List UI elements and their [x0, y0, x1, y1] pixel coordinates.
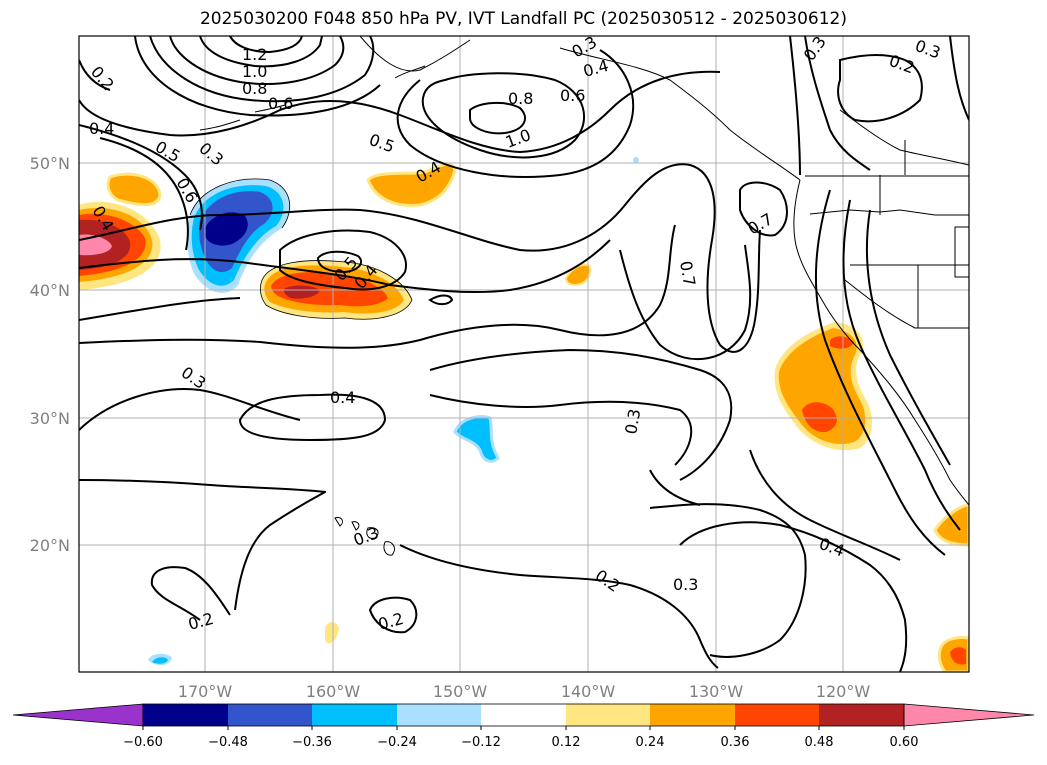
- lon-label: 170°W: [178, 682, 233, 701]
- colorbar-swatch: [650, 704, 735, 726]
- map-frame: [78, 35, 970, 673]
- contour-label: 1.0: [242, 62, 267, 81]
- coastlines: [199, 36, 969, 556]
- contour-label: 0.8: [508, 89, 533, 108]
- contour-label: 0.3: [673, 575, 698, 594]
- colorbar-tick-label: 0.60: [890, 735, 919, 750]
- contour-label: 1.2: [242, 45, 267, 64]
- colorbar-swatch: [735, 704, 819, 726]
- colorbar-swatch: [312, 704, 397, 726]
- colorbar-tick-label: 0.24: [636, 735, 665, 750]
- contour-label: 0.8: [242, 79, 267, 98]
- contour-label: 0.6: [560, 86, 585, 105]
- lat-label: 40°N: [30, 281, 70, 300]
- colorbar-swatch: [397, 704, 481, 726]
- colorbar-tick-label: 0.12: [552, 735, 581, 750]
- shading-layer: [79, 157, 969, 672]
- colorbar-tick-label: −0.24: [377, 735, 417, 750]
- colorbar-swatch: [481, 704, 566, 726]
- colorbar-extend-low: [12, 703, 144, 727]
- lon-label: 150°W: [433, 682, 488, 701]
- colorbar-swatch: [143, 704, 228, 726]
- colorbar-tick-label: −0.36: [292, 735, 332, 750]
- colorbar-extend-high: [903, 703, 1035, 727]
- contour-lines: [79, 36, 969, 672]
- colorbar-swatch: [819, 704, 904, 726]
- colorbar-tick-label: 0.36: [721, 735, 750, 750]
- contour-label: 0.3: [621, 407, 644, 435]
- colorbar-tick-label: 0.48: [805, 735, 834, 750]
- lon-label: 120°W: [816, 682, 871, 701]
- colorbar-swatch: [228, 704, 312, 726]
- contour-label: 0.4: [330, 388, 355, 407]
- lat-label: 20°N: [30, 536, 70, 555]
- map-title: 2025030200 F048 850 hPa PV, IVT Landfall…: [199, 9, 847, 29]
- lat-label: 50°N: [30, 154, 70, 173]
- contour-label: 0.6: [268, 94, 293, 113]
- lon-label: 140°W: [561, 682, 616, 701]
- gridlines: [79, 36, 969, 672]
- lon-label: 160°W: [306, 682, 361, 701]
- latitude-labels: 50°N 40°N 30°N 20°N: [30, 154, 70, 555]
- colorbar-tick-label: −0.60: [123, 735, 163, 750]
- longitude-labels: 170°W 160°W 150°W 140°W 130°W 120°W: [178, 682, 871, 701]
- shading-outlines: [189, 178, 413, 320]
- lon-label: 130°W: [689, 682, 744, 701]
- lat-label: 30°N: [30, 409, 70, 428]
- colorbar-tick-label: −0.12: [461, 735, 501, 750]
- colorbar: −0.60 −0.48 −0.36 −0.24 −0.12 0.12 0.24 …: [12, 703, 1035, 750]
- contour-label: 0.7: [676, 259, 699, 287]
- colorbar-swatch: [566, 704, 650, 726]
- colorbar-tick-label: −0.48: [208, 735, 248, 750]
- contour-label: 0.4: [89, 119, 114, 138]
